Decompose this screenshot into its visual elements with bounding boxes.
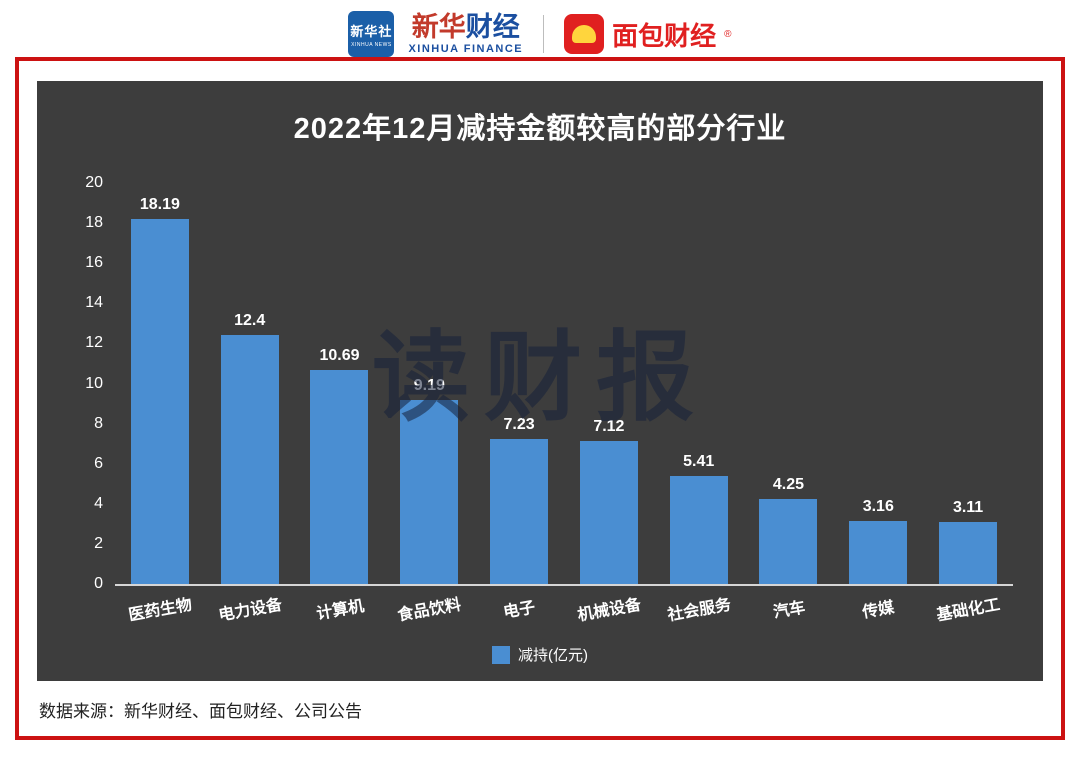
bar-slot-1: 18.19 [115,183,205,584]
brand-name-cn-part1: 新华 [411,11,466,42]
y-tick-18: 18 [85,214,103,232]
brand-name-en: XINHUA FINANCE [408,42,524,55]
bar-value-label: 4.25 [772,475,805,493]
y-tick-10: 10 [85,374,103,392]
y-tick-6: 6 [94,454,103,472]
x-label: 电力设备 [217,596,284,625]
plot-area: 18.19 12.4 10.69 9.19 7.23 7.12 5.41 4.25 3.16 3.… [85,174,1013,624]
xinhua-news-logo-icon: 新华社 XINHUA NEWS [348,11,395,57]
bar-value-label: 12.4 [234,312,266,330]
x-axis-labels: 医药生物 电力设备 计算机 食品饮料 电子 机械设备 社会服务 汽车 传媒 基础化工 [115,596,1013,625]
y-tick-4: 4 [94,494,103,512]
x-label: 食品饮料 [396,596,463,625]
registered-mark: ® [724,28,732,40]
y-tick-0: 0 [94,575,103,592]
bar-slot-5: 7.23 [474,183,564,584]
xinhua-finance-wordmark: 新华财经 XINHUA FINANCE [408,11,524,56]
y-tick-8: 8 [94,414,103,432]
y-tick-14: 14 [85,294,103,312]
x-label: 汽车 [771,599,807,622]
chart-legend: 减持(亿元) [37,644,1043,665]
bar-slot-3: 10.69 [295,183,385,584]
brand-name-cn: 新华财经 [411,11,520,42]
bar [220,335,279,584]
bar-value-label: 10.69 [319,346,360,364]
y-tick-12: 12 [85,334,103,352]
bread-icon [572,25,597,43]
chart-title: 2022年12月减持金额较高的部分行业 [293,113,787,145]
brand-divider [543,15,545,53]
bar [849,520,908,584]
bar [939,521,998,584]
bar-value-label: 9.19 [413,376,445,394]
bar-value-label: 5.41 [683,452,715,470]
partner-brand-name: 面包财经 [612,20,717,51]
partner-brand: 面包财经 ® [564,14,732,54]
bar-value-label: 18.19 [139,196,180,214]
data-source-note: 数据来源：新华财经、面包财经、公司公告 [39,702,362,721]
bar-slot-6: 7.12 [564,183,654,584]
chart-panel: 2022年12月减持金额较高的部分行业 18.19 12.4 10.69 9.19 7.… [37,81,1043,681]
bar-value-label: 3.11 [952,498,984,516]
bar [130,219,189,584]
bar-slot-7: 5.41 [654,183,744,584]
bar-value-label: 7.12 [593,418,625,436]
brand-header: 新华社 XINHUA NEWS 新华财经 XINHUA FINANCE 面包财经… [0,8,1080,60]
bar-slot-10: 3.11 [923,183,1013,584]
bar-slot-8: 4.25 [744,183,834,584]
y-tick-20: 20 [85,174,103,191]
x-label: 电子 [502,599,537,622]
bar-value-label: 3.16 [862,497,894,515]
bar [490,439,549,584]
legend-swatch [492,645,510,664]
xinhua-logo-text: 新华社 [350,23,393,39]
content-frame: 2022年12月减持金额较高的部分行业 18.19 12.4 10.69 9.19 7.… [15,57,1065,740]
bar [579,441,638,584]
brand-name-cn-part2: 财经 [465,11,520,42]
bar-slot-9: 3.16 [833,183,923,584]
y-tick-2: 2 [94,534,103,552]
bread-finance-logo-icon [564,14,605,54]
bar [400,399,459,584]
bar [759,498,818,584]
legend-label: 减持(亿元) [518,647,588,664]
x-label: 基础化工 [935,596,1002,625]
x-label: 社会服务 [666,596,733,625]
y-tick-16: 16 [85,254,103,272]
bar-value-label: 7.23 [503,416,535,434]
x-label: 计算机 [314,597,366,624]
bar [310,369,369,584]
bars-container: 18.19 12.4 10.69 9.19 7.23 7.12 5.41 4.25 3.16 3.… [115,183,1013,584]
x-label: 机械设备 [576,596,643,625]
x-label: 医药生物 [127,596,194,625]
xinhua-logo-subtext: XINHUA NEWS [351,41,392,48]
bar [669,475,728,584]
x-label: 传媒 [861,599,896,622]
bar-slot-4: 9.19 [384,183,474,584]
bar-slot-2: 12.4 [205,183,295,584]
